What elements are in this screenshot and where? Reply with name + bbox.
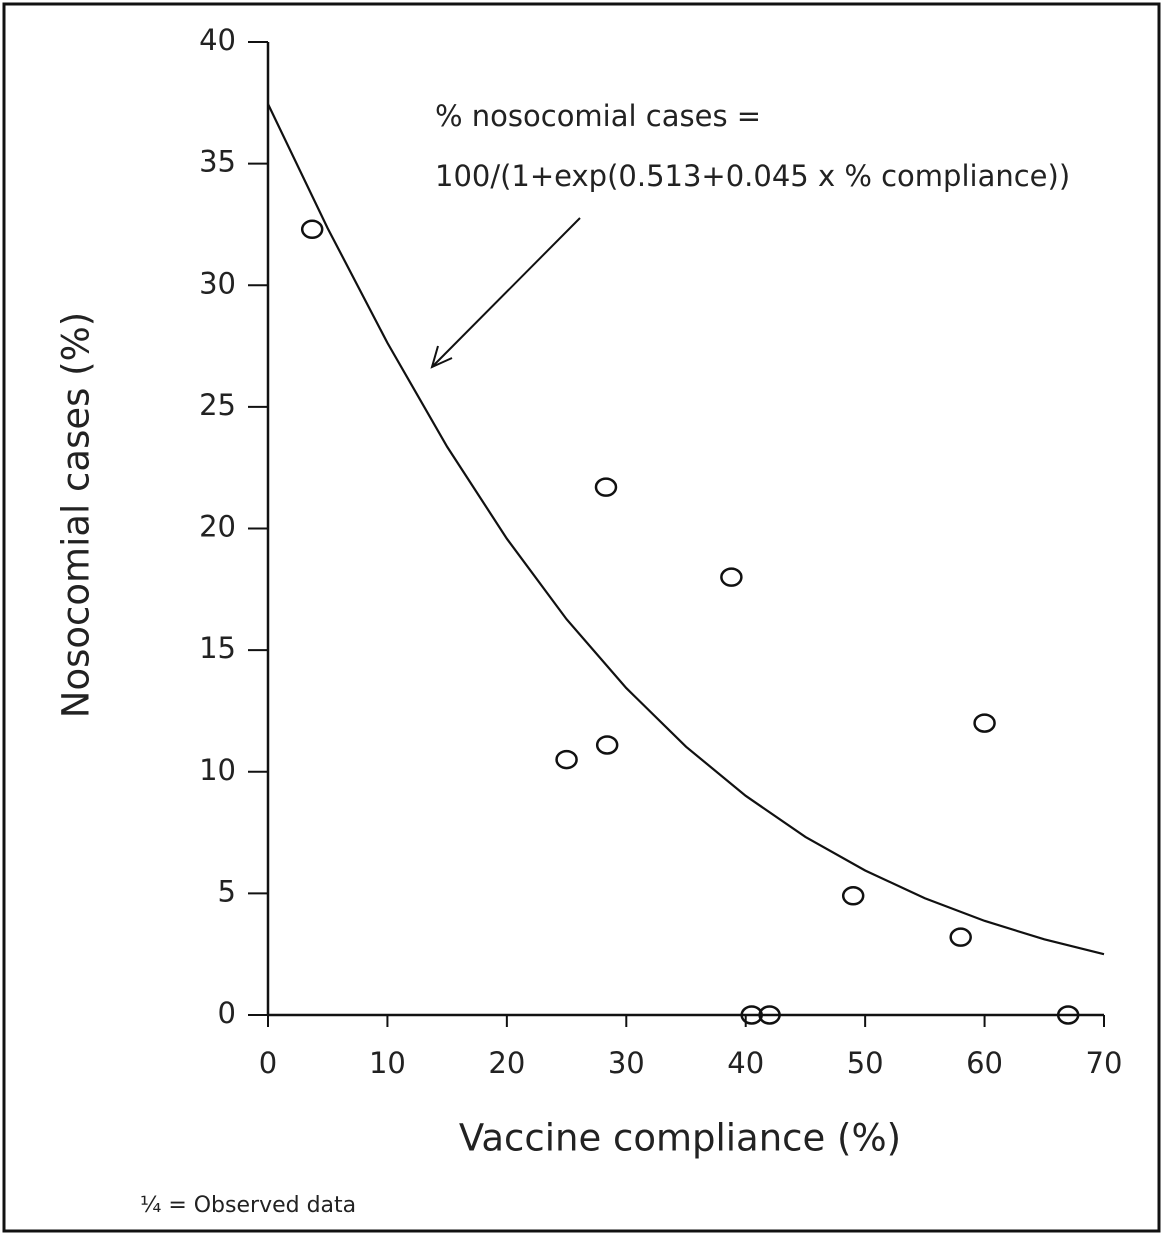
x-axis-title: Vaccine compliance (%) — [459, 1117, 901, 1160]
data-point — [973, 713, 996, 733]
y-tick-label: 40 — [199, 23, 236, 57]
x-tick-label: 60 — [966, 1046, 1003, 1080]
y-axis-title: Nosocomial cases (%) — [55, 312, 98, 718]
y-tick-label: 10 — [199, 753, 236, 787]
x-tick-label: 20 — [488, 1046, 525, 1080]
data-point — [758, 1005, 781, 1025]
x-tick-label: 10 — [369, 1046, 406, 1080]
y-tick-label: 0 — [218, 996, 236, 1030]
arrow-head — [430, 345, 453, 369]
data-point — [594, 477, 618, 497]
y-tick-label: 15 — [199, 631, 236, 665]
y-tick-label: 5 — [218, 874, 236, 908]
data-point — [595, 735, 619, 755]
data-point — [949, 927, 972, 947]
arrow — [431, 217, 581, 368]
data-point — [555, 749, 578, 770]
y-tick-label: 20 — [199, 510, 236, 544]
x-tick-label: 50 — [847, 1046, 884, 1080]
x-tick-label: 30 — [608, 1046, 645, 1080]
data-point — [1056, 1005, 1080, 1025]
data-point — [720, 567, 743, 587]
annotation: % nosocomial cases = — [435, 99, 761, 133]
data-point — [740, 1005, 763, 1025]
y-tick-label: 30 — [199, 266, 236, 300]
x-tick-label: 40 — [727, 1046, 764, 1080]
footnote: ¼ = Observed data — [140, 1193, 356, 1218]
data-point — [300, 219, 324, 240]
fit-curve — [267, 103, 1105, 956]
y-tick-label: 25 — [199, 388, 236, 422]
annotation: 100/(1+exp(0.513+0.045 x % compliance)) — [435, 159, 1070, 193]
x-tick-label: 0 — [259, 1046, 277, 1080]
x-tick-label: 70 — [1086, 1046, 1123, 1080]
y-tick-label: 35 — [199, 145, 236, 179]
data-point — [841, 886, 865, 906]
